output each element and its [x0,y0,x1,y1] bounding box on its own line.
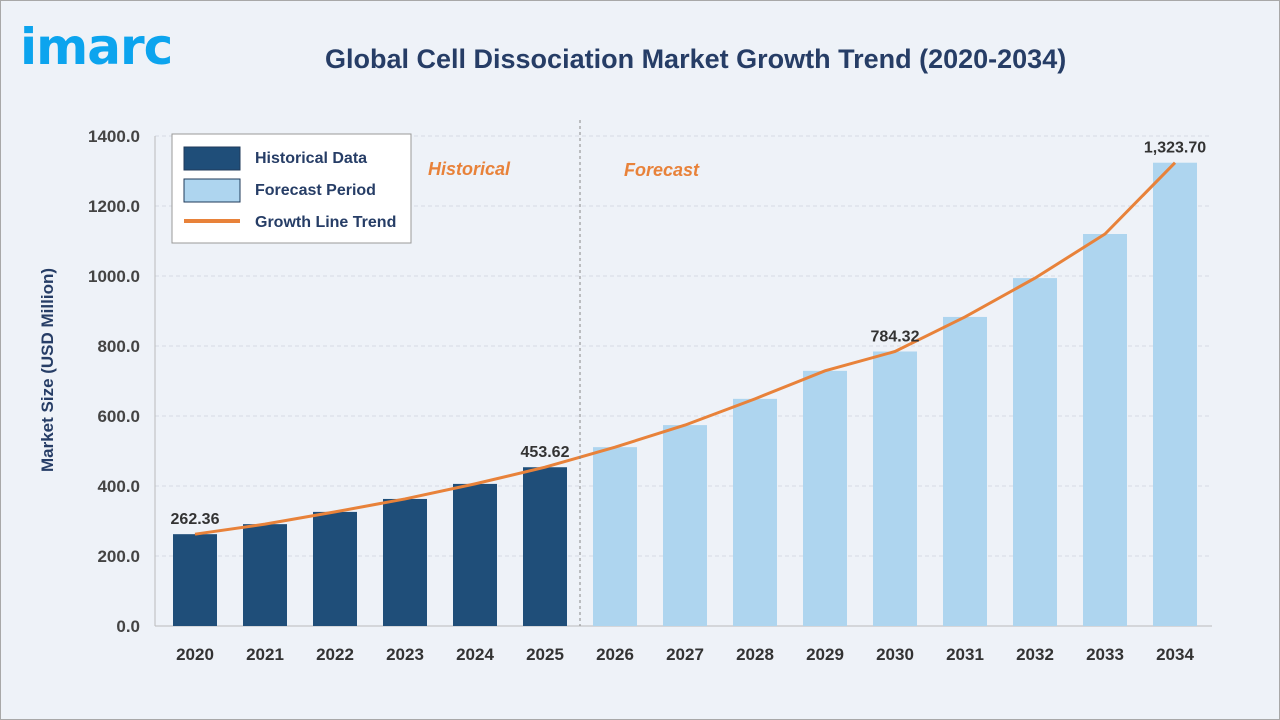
y-tick-label: 0.0 [116,617,140,636]
data-label: 453.62 [521,444,570,461]
y-tick-label: 200.0 [97,547,140,566]
bar-2034 [1153,162,1197,626]
bar-2020 [173,534,217,626]
bar-2029 [803,370,847,626]
data-label: 784.32 [871,328,920,345]
bar-2023 [383,498,427,626]
y-tick-label: 1000.0 [88,267,140,286]
bar-2024 [453,483,497,626]
bar-2026 [593,447,637,626]
x-tick-label: 2028 [736,645,774,664]
y-tick-label: 400.0 [97,477,140,496]
x-tick-label: 2031 [946,645,984,664]
bar-2022 [313,511,357,626]
legend-swatch [183,178,241,203]
chart-title: Global Cell Dissociation Market Growth T… [325,44,1067,74]
bar-2025 [523,467,567,626]
bar-2030 [873,351,917,626]
x-tick-label: 2034 [1156,645,1194,664]
y-axis-title: Market Size (USD Million) [38,268,57,472]
y-tick-label: 800.0 [97,337,140,356]
historical-annotation: Historical [428,159,511,179]
legend-label: Growth Line Trend [255,214,396,231]
data-label: 1,323.70 [1144,140,1206,157]
x-tick-label: 2021 [246,645,284,664]
x-tick-label: 2030 [876,645,914,664]
legend-label: Forecast Period [255,182,376,199]
x-tick-label: 2026 [596,645,634,664]
x-tick-label: 2032 [1016,645,1054,664]
x-tick-label: 2023 [386,645,424,664]
x-tick-label: 2027 [666,645,704,664]
bar-2021 [243,524,287,626]
forecast-annotation: Forecast [624,160,700,180]
legend-swatch [183,146,241,171]
x-tick-label: 2033 [1086,645,1124,664]
x-tick-label: 2024 [456,645,494,664]
bar-2032 [1013,278,1057,626]
bar-2028 [733,398,777,626]
x-tick-label: 2022 [316,645,354,664]
growth-line [194,161,1177,536]
imarc-logo: imarc [20,18,173,76]
bar-2027 [663,425,707,626]
x-tick-label: 2025 [526,645,564,664]
bar-2031 [943,316,987,626]
y-tick-label: 600.0 [97,407,140,426]
x-tick-label: 2029 [806,645,844,664]
x-tick-label: 2020 [176,645,214,664]
y-tick-label: 1200.0 [88,197,140,216]
y-tick-label: 1400.0 [88,127,140,146]
data-label: 262.36 [171,511,220,528]
bar-2033 [1083,234,1127,626]
legend-label: Historical Data [255,150,367,167]
